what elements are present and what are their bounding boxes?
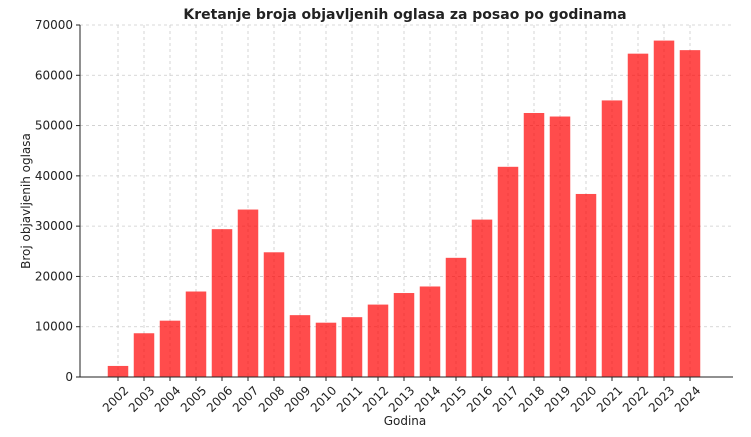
- x-tick-label: 2016: [464, 383, 495, 414]
- x-tick-label: 2009: [282, 383, 313, 414]
- x-tick-label: 2005: [178, 383, 209, 414]
- bar-2017: [497, 166, 519, 377]
- x-tick-label: 2022: [620, 383, 651, 414]
- y-axis-label: Broj objavljenih oglasa: [19, 133, 33, 269]
- bar-2007: [237, 209, 259, 377]
- y-tick-label: 20000: [35, 269, 73, 283]
- y-tick-label: 70000: [35, 18, 73, 32]
- x-tick-label: 2012: [360, 383, 391, 414]
- x-tick-label: 2013: [386, 383, 417, 414]
- x-tick-label: 2011: [334, 383, 365, 414]
- bar-2011: [341, 317, 363, 377]
- bar-2004: [159, 320, 181, 377]
- chart-title: Kretanje broja objavljenih oglasa za pos…: [183, 7, 626, 23]
- x-tick-label: 2003: [126, 383, 157, 414]
- x-tick-label: 2010: [308, 383, 339, 414]
- y-tick-label: 10000: [35, 320, 73, 334]
- y-tick-label: 40000: [35, 169, 73, 183]
- x-tick-label: 2018: [516, 383, 547, 414]
- bar-2002: [107, 365, 129, 377]
- bar-2014: [419, 286, 441, 377]
- bar-2008: [263, 252, 285, 377]
- x-tick-label: 2021: [594, 383, 625, 414]
- bar-2012: [367, 304, 389, 377]
- bars: [107, 40, 701, 378]
- x-tick-label: 2004: [152, 383, 183, 414]
- x-tick-label: 2006: [204, 383, 235, 414]
- x-tick-label: 2007: [230, 383, 261, 414]
- bar-2015: [445, 257, 467, 377]
- x-tick-label: 2024: [672, 383, 703, 414]
- bar-2010: [315, 322, 337, 377]
- x-tick-label: 2008: [256, 383, 287, 414]
- bar-2021: [601, 100, 623, 377]
- x-tick-label: 2019: [542, 383, 573, 414]
- bar-2023: [653, 40, 675, 378]
- x-tick-label: 2014: [412, 383, 443, 414]
- x-tick-labels: 2002200320042005200620072008200920102011…: [100, 383, 703, 414]
- x-axis-label: Godina: [384, 414, 427, 428]
- bar-2013: [393, 293, 415, 377]
- x-tick-label: 2017: [490, 383, 521, 414]
- bar-2018: [523, 113, 545, 377]
- axes: [76, 24, 733, 381]
- bar-2016: [471, 219, 493, 377]
- bar-2020: [575, 193, 597, 377]
- bar-2024: [679, 50, 701, 378]
- x-tick-label: 2023: [646, 383, 677, 414]
- bar-2022: [627, 53, 649, 378]
- y-tick-label: 50000: [35, 119, 73, 133]
- bar-2009: [289, 315, 311, 377]
- bar-2019: [549, 116, 571, 378]
- y-tick-label: 60000: [35, 68, 73, 82]
- y-tick-label: 30000: [35, 219, 73, 233]
- y-tick-labels: 0 10000 20000 30000 40000 50000 60000 70000: [35, 18, 73, 384]
- bar-2003: [133, 333, 155, 377]
- x-tick-label: 2002: [100, 383, 131, 414]
- y-tick-label: 0: [65, 370, 73, 384]
- x-tick-label: 2020: [568, 383, 599, 414]
- x-tick-label: 2015: [438, 383, 469, 414]
- bar-2005: [185, 291, 207, 377]
- bar-2006: [211, 229, 233, 377]
